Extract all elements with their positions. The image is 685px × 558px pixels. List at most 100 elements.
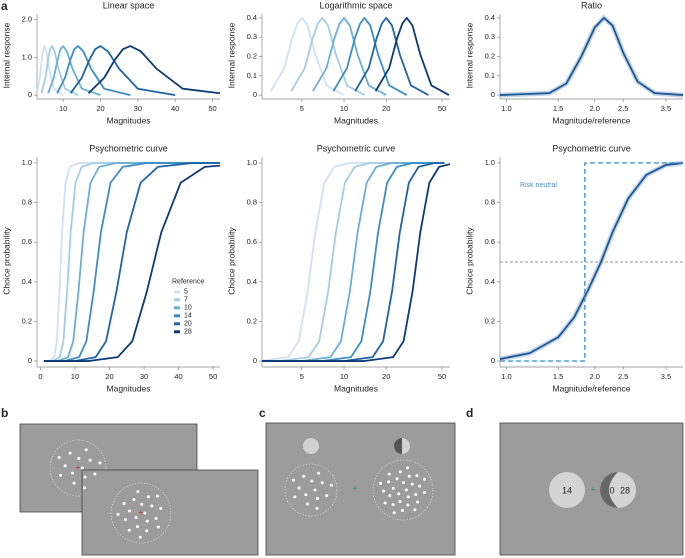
dot [400, 509, 404, 513]
series-line [262, 162, 445, 362]
x-tick-label: 20 [105, 372, 113, 381]
dot [317, 471, 321, 475]
dot [72, 481, 76, 485]
y-tick-label: 0.6 [485, 237, 495, 246]
x-tick-label: 2.5 [618, 372, 628, 381]
x-tick-label: 50 [209, 372, 217, 381]
dot [320, 481, 324, 485]
x-tick-label: 1.0 [501, 372, 511, 381]
dot [391, 503, 395, 507]
x-tick-label: 30 [134, 104, 142, 113]
panel-label: d [466, 406, 473, 420]
dot [156, 525, 160, 529]
y-tick-label: 0.4 [247, 277, 257, 286]
series-line [43, 162, 220, 362]
dot [388, 494, 392, 498]
y-tick-label: 0.4 [22, 277, 32, 286]
dot [416, 500, 420, 504]
series-line [290, 16, 365, 96]
dot [154, 516, 158, 520]
y-axis-label: Choice probability [464, 226, 474, 294]
sure-option [549, 472, 585, 508]
y-tick-label: 1.0 [22, 158, 32, 167]
y-tick-label: 0.1 [247, 71, 257, 80]
y-tick-label: 0.2 [247, 316, 257, 325]
series-line [43, 162, 220, 362]
legend-label: 14 [184, 313, 192, 320]
dot [304, 493, 308, 497]
dot [378, 481, 382, 485]
x-axis-label: Magnitude/reference [553, 115, 631, 125]
dot [122, 501, 126, 505]
series-glow [500, 160, 683, 362]
x-axis-label: Magnitudes [107, 115, 151, 125]
dot [93, 472, 97, 476]
dot [422, 477, 426, 481]
series-line [69, 45, 176, 96]
dot [159, 506, 163, 510]
dot [150, 504, 154, 508]
chart-title: Logarithmic space [319, 0, 392, 10]
plot-area [269, 16, 450, 96]
x-axis-label: Magnitudes [334, 383, 378, 393]
x-tick-label: 5 [300, 104, 304, 113]
dot [82, 486, 86, 490]
dot [136, 490, 140, 494]
dot [291, 478, 295, 482]
dot [132, 498, 136, 502]
dot [88, 458, 92, 462]
fixation: + [590, 484, 595, 494]
dot [387, 472, 391, 476]
dot [310, 479, 314, 483]
dot [316, 496, 320, 500]
x-tick-label: 10 [59, 104, 67, 113]
y-tick-label: 0.2 [22, 316, 32, 325]
dot [395, 477, 399, 481]
dot [143, 511, 147, 515]
series-line [43, 162, 220, 362]
series-line [43, 164, 220, 362]
y-tick-label: 0 [491, 356, 495, 365]
dot [83, 475, 87, 479]
series-line [87, 45, 220, 95]
y-tick-label: 0 [253, 90, 257, 99]
dot [325, 494, 329, 498]
x-tick-label: 20 [382, 104, 390, 113]
x-axis-label: Magnitudes [334, 115, 378, 125]
y-tick-label: 0.2 [247, 51, 257, 60]
screen [265, 422, 456, 556]
dot [329, 483, 333, 487]
x-tick-label: 50 [208, 104, 216, 113]
dot [98, 461, 102, 465]
panel-label: b [1, 406, 8, 420]
panel-label: c [259, 406, 266, 420]
y-tick-label: 0.8 [22, 198, 32, 207]
y-tick-label: 0.3 [247, 32, 257, 41]
dot-field [49, 439, 107, 497]
series-line [43, 162, 220, 362]
stimulus-value: 0 [609, 485, 614, 495]
y-tick-label: 1.0 [485, 158, 495, 167]
x-tick-label: 1.5 [553, 372, 563, 381]
dot [80, 466, 84, 470]
y-tick-label: 0.3 [485, 32, 495, 41]
dot [414, 493, 418, 497]
dot [382, 489, 386, 493]
chart-title: Ratio [581, 0, 602, 10]
x-tick-label: 3.5 [661, 104, 671, 113]
dot-field [372, 459, 434, 521]
plot-area [37, 45, 220, 96]
legend-title: Reference [172, 279, 204, 286]
x-tick-label: 2.5 [618, 104, 628, 113]
x-tick-label: 2.0 [590, 104, 600, 113]
x-tick-label: 0 [38, 372, 42, 381]
y-tick-label: 1.0 [22, 52, 32, 61]
dot [57, 455, 61, 459]
dot [297, 486, 301, 490]
dot [70, 471, 74, 475]
y-tick-label: 0 [28, 90, 32, 99]
x-tick-label: 40 [174, 372, 182, 381]
legend-label: 7 [184, 297, 188, 304]
dot [293, 495, 297, 499]
x-axis-label: Magnitudes [107, 383, 151, 393]
